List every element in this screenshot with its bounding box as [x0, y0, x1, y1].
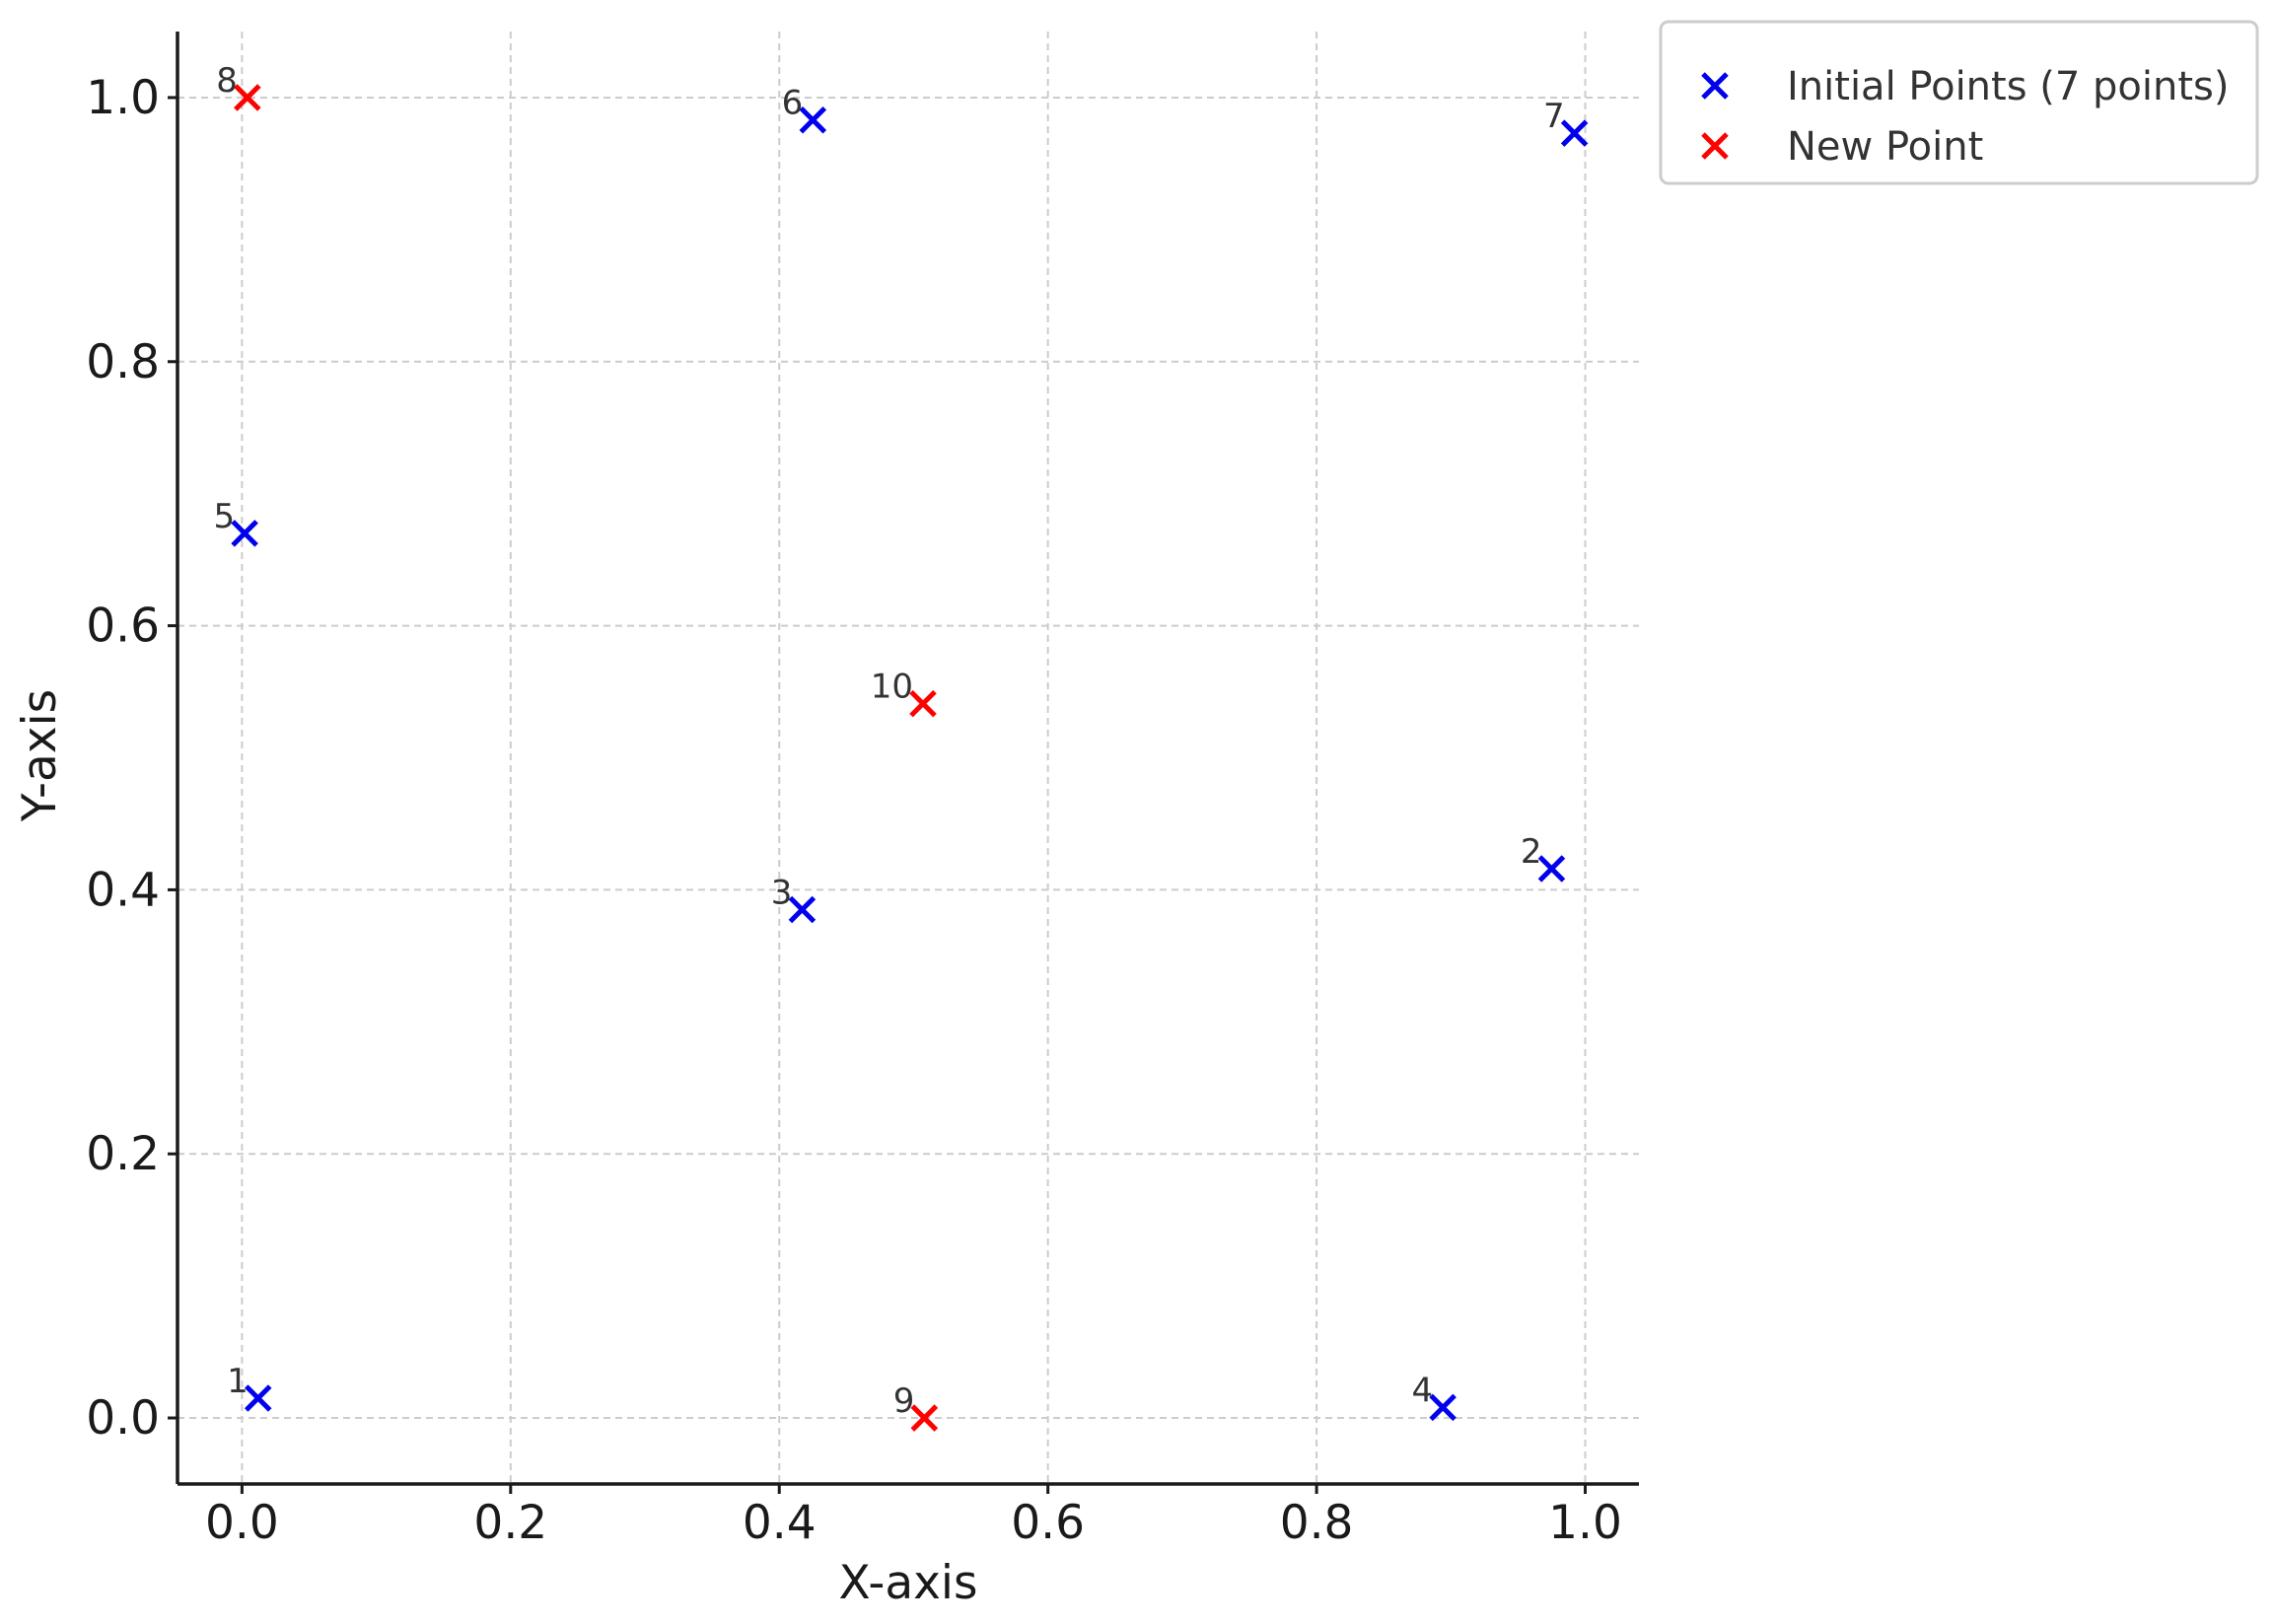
- data-point-label: 2: [1521, 832, 1542, 872]
- grid: [178, 32, 1639, 1484]
- axes-spines: [176, 32, 1639, 1486]
- legend-label: Initial Points (7 points): [1787, 64, 2230, 109]
- x-tick-label: 0.0: [205, 1496, 279, 1550]
- data-point-label: 4: [1411, 1371, 1433, 1410]
- x-tick-label: 0.8: [1280, 1496, 1354, 1550]
- y-tick-label: 0.4: [86, 863, 160, 917]
- data-points: [231, 84, 1589, 1432]
- data-point-marker: [231, 520, 258, 547]
- legend: Initial Points (7 points) New Point: [1659, 20, 2259, 185]
- y-tick-label: 0.0: [86, 1391, 160, 1446]
- data-point-label: 6: [782, 84, 804, 123]
- legend-marker: [1701, 132, 1729, 160]
- legend-frame: [1659, 20, 2259, 185]
- data-point-marker: [788, 895, 817, 924]
- x-tick-label: 0.2: [473, 1496, 547, 1550]
- point-labels: 1 2 3 4 5 6 7 8 9 10: [213, 61, 1564, 1421]
- x-axis-label: X-axis: [839, 1556, 978, 1610]
- data-point-marker: [909, 689, 937, 718]
- data-point-label: 7: [1543, 97, 1565, 136]
- data-point-marker: [244, 1384, 272, 1412]
- data-point-marker: [1537, 855, 1566, 883]
- data-point-marker: [1560, 119, 1589, 147]
- data-point-label: 10: [871, 668, 913, 707]
- y-tick-label: 0.8: [86, 335, 160, 389]
- data-point-label: 5: [213, 497, 235, 536]
- legend-label: New Point: [1787, 124, 1983, 170]
- data-point-label: 3: [771, 873, 793, 912]
- data-point-marker: [234, 84, 261, 111]
- x-tick-label: 0.4: [743, 1496, 817, 1550]
- y-tick-label: 1.0: [86, 71, 160, 125]
- y-tick-label: 0.2: [86, 1127, 160, 1181]
- data-point-marker: [1429, 1393, 1457, 1422]
- data-point-marker: [799, 106, 827, 134]
- data-point-label: 9: [893, 1381, 915, 1421]
- data-point-label: 8: [216, 61, 238, 101]
- data-point-marker: [910, 1404, 939, 1432]
- y-tick-label: 0.6: [86, 600, 160, 654]
- data-point-label: 1: [227, 1362, 249, 1401]
- axis-ticks: 0.0 0.2 0.4 0.6 0.8 1.0 0.0 0.2 0.4 0.6 0.8 1.0: [86, 71, 1622, 1550]
- x-tick-label: 0.6: [1011, 1496, 1085, 1550]
- y-axis-label: Y-axis: [13, 689, 67, 822]
- x-tick-label: 1.0: [1548, 1496, 1622, 1550]
- legend-marker: [1701, 72, 1729, 100]
